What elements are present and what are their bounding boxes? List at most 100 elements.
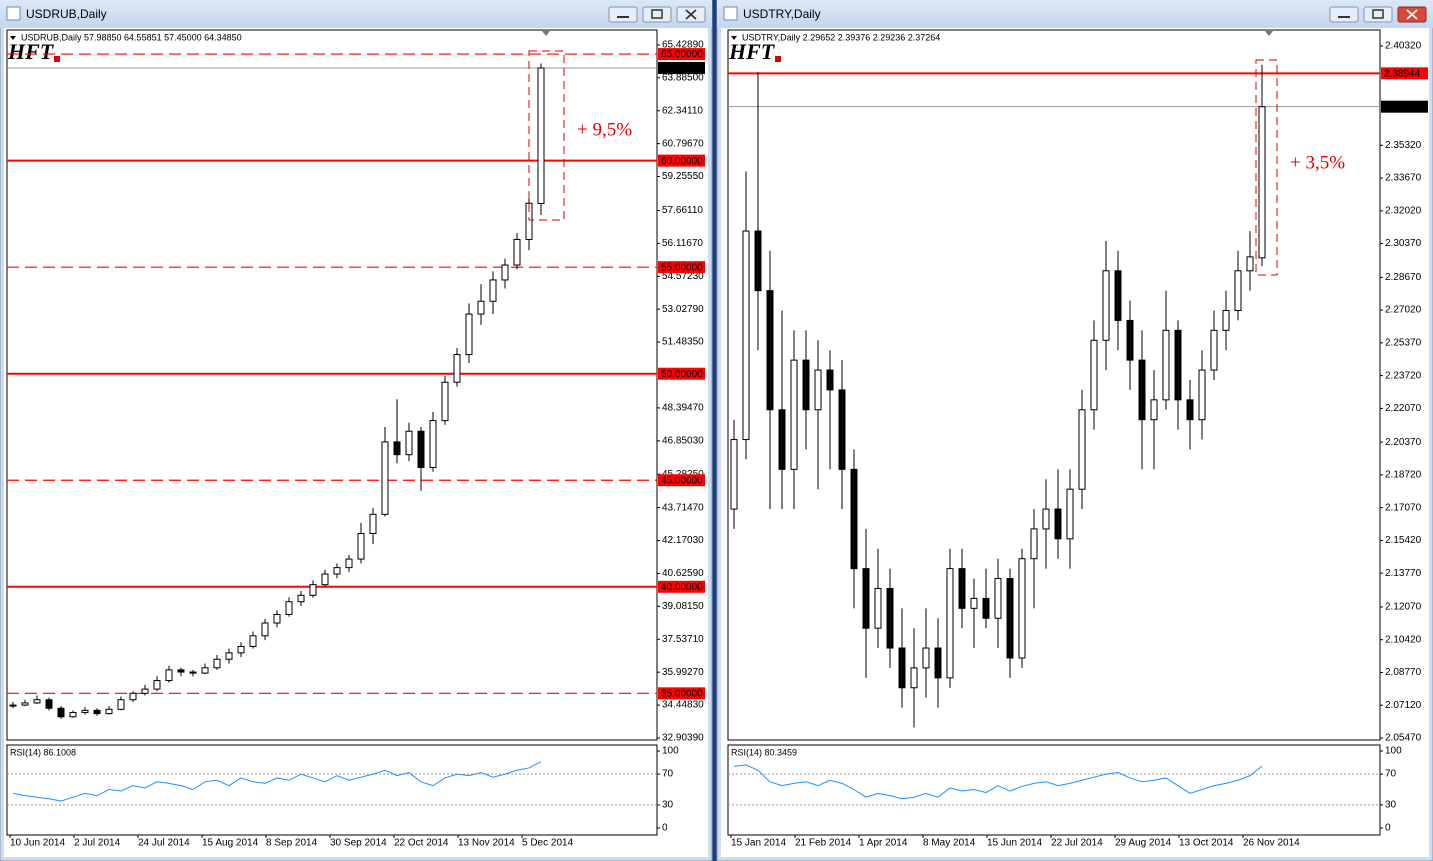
candle-body — [790, 359, 798, 470]
candle-body — [381, 441, 389, 515]
candle-body — [225, 652, 233, 660]
chart-header: USDTRY,Daily 2.29652 2.39376 2.29236 2.3… — [742, 32, 940, 42]
candle-body — [850, 468, 858, 570]
candle-body — [237, 645, 245, 654]
candle-body — [261, 622, 269, 637]
level-label: 45.00000 — [661, 475, 703, 486]
y-tick-label: 2.40320 — [1385, 41, 1422, 52]
x-tick-label: 2 Jul 2014 — [74, 838, 121, 849]
y-tick-label: 65.42890 — [662, 40, 704, 51]
icon — [1372, 9, 1384, 19]
candle-body — [1090, 339, 1098, 411]
candle-body — [489, 279, 497, 302]
price-panel — [727, 29, 1381, 741]
rsi-tick-label: 100 — [1385, 746, 1402, 757]
current-price-bg — [658, 61, 705, 74]
candle-body — [165, 669, 173, 682]
candle-body — [405, 430, 413, 456]
y-tick-label: 35.99270 — [662, 667, 704, 678]
candle-body — [934, 647, 942, 679]
current-price-label: 2.37264 — [1384, 102, 1421, 113]
y-tick-label: 39.08150 — [662, 601, 704, 612]
candle-body — [537, 67, 545, 204]
candle-body — [321, 573, 329, 586]
y-tick-label: 46.85030 — [662, 435, 704, 446]
rsi-line — [733, 764, 1263, 800]
candle-body — [189, 671, 197, 674]
y-tick-label: 59.25550 — [662, 171, 704, 182]
candle-body — [1006, 578, 1014, 659]
candle-body — [730, 439, 738, 510]
level-label-bg — [658, 474, 705, 487]
candle-body — [910, 667, 918, 689]
candle-body — [9, 704, 17, 707]
y-tick-label: 2.22070 — [1385, 403, 1422, 414]
rsi-panel — [6, 744, 658, 836]
candle-body — [177, 669, 185, 673]
candle-body — [754, 230, 762, 292]
candle-body — [814, 369, 822, 411]
y-tick-label: 63.88500 — [662, 72, 704, 83]
rsi-tick-label: 0 — [662, 823, 668, 834]
x-tick-label: 10 Jun 2014 — [10, 838, 65, 849]
chart-area — [4, 28, 708, 857]
candle-body — [213, 658, 221, 669]
candle-body — [153, 680, 161, 690]
level-label: 65.00000 — [661, 49, 703, 60]
y-tick-label: 2.27020 — [1385, 305, 1422, 316]
y-tick-label: 56.11670 — [662, 238, 703, 249]
candle-body — [273, 613, 281, 624]
x-tick-label: 8 Sep 2014 — [266, 838, 318, 849]
candle-body — [429, 420, 437, 468]
candle-body — [105, 708, 113, 715]
candle-body — [129, 692, 137, 701]
candle-body — [1258, 106, 1266, 259]
logo: HFT — [728, 39, 776, 64]
x-tick-label: 1 Apr 2014 — [859, 838, 908, 849]
candle-body — [874, 587, 882, 629]
candle-body — [45, 699, 53, 709]
y-tick-label: 2.15420 — [1385, 535, 1422, 546]
candle-body — [21, 702, 29, 706]
minimize-button[interactable] — [608, 6, 638, 23]
candle-body — [802, 359, 810, 411]
candle-body — [1126, 319, 1134, 361]
rsi-panel — [727, 744, 1381, 836]
header-arrow — [10, 36, 16, 40]
candle-body — [69, 712, 77, 718]
y-tick-label: 2.07120 — [1385, 700, 1422, 711]
minimize-button[interactable] — [1329, 6, 1359, 23]
maximize-button[interactable] — [642, 6, 672, 23]
y-tick-label: 54.57230 — [662, 271, 704, 282]
candle-body — [826, 369, 834, 391]
y-tick-label: 2.10420 — [1385, 634, 1422, 645]
candle-body — [838, 389, 846, 470]
y-tick-label: 2.20370 — [1385, 437, 1422, 448]
candle-body — [57, 707, 65, 718]
x-tick-label: 26 Nov 2014 — [1243, 838, 1300, 849]
level-label: 35.00000 — [661, 688, 703, 699]
shift-marker — [542, 31, 550, 36]
candle-body — [309, 584, 317, 596]
candle-body — [333, 567, 341, 575]
y-tick-label: 2.08770 — [1385, 667, 1422, 678]
y-tick-label: 34.44830 — [662, 700, 704, 711]
y-tick-label: 2.33670 — [1385, 173, 1422, 184]
current-price-bg — [1381, 100, 1428, 113]
annotation: + 3,5% — [1290, 152, 1345, 173]
maximize-button[interactable] — [1363, 6, 1393, 23]
highlight-box — [528, 50, 565, 221]
candle-body — [117, 699, 125, 710]
annotation: + 9,5% — [577, 119, 632, 140]
candle-body — [513, 238, 521, 266]
level-label: 55.00000 — [661, 262, 703, 273]
y-tick-label: 2.05470 — [1385, 733, 1422, 744]
candle-body — [33, 699, 41, 704]
y-tick-label: 42.17030 — [662, 535, 704, 546]
candle-body — [862, 568, 870, 629]
candle-body — [766, 290, 774, 411]
candle-body — [1066, 488, 1074, 540]
y-tick-label: 40.62590 — [662, 568, 704, 579]
candle-body — [441, 381, 449, 422]
candle-body — [141, 688, 149, 694]
